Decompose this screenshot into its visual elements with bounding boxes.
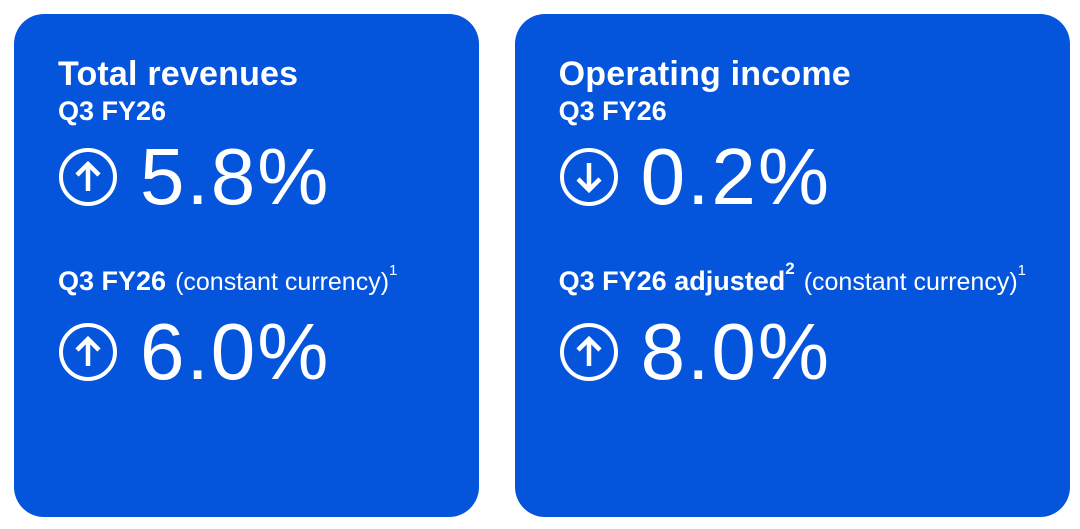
metric-total-revenues-constant-currency: Q3 FY26 (constant currency)1 6.0% xyxy=(58,215,435,396)
metric-value-row: 5.8% xyxy=(58,132,435,222)
metric-value-row: 8.0% xyxy=(559,306,1026,396)
metric-qualifier-text: (constant currency) xyxy=(803,268,1018,297)
metric-value: 6.0% xyxy=(140,306,331,396)
metric-value: 8.0% xyxy=(640,306,831,396)
card-title: Total revenues xyxy=(58,55,299,93)
arrow-up-circle-icon xyxy=(559,322,618,381)
card-title: Operating income xyxy=(558,55,851,93)
metric-value-row: 6.0% xyxy=(58,306,435,396)
metric-period-text: Q3 FY26 xyxy=(58,266,167,297)
metric-value-row: 0.2% xyxy=(559,132,1026,222)
metric-value: 0.2% xyxy=(640,132,831,222)
card-total-revenues: Total revenues Q3 FY26 5.8% Q3 FY26 (cons… xyxy=(14,14,479,517)
arrow-up-circle-icon xyxy=(59,322,117,381)
arrow-up-circle-icon xyxy=(59,148,117,207)
metric-total-revenues-reported: Q3 FY26 5.8% xyxy=(58,95,435,222)
metric-period-label: Q3 FY26 (constant currency)1 xyxy=(58,261,435,297)
metric-period-label: Q3 FY26 adjusted2 (constant currency)1 xyxy=(558,260,1026,297)
metric-value: 5.8% xyxy=(140,132,331,222)
arrow-down-circle-icon xyxy=(559,148,618,207)
footnote-superscript: 1 xyxy=(1017,261,1026,279)
card-operating-income: Operating income Q3 FY26 0.2% Q3 FY26 ad… xyxy=(514,14,1070,517)
metric-operating-income-adjusted-constant-currency: Q3 FY26 adjusted2 (constant currency)1 8.… xyxy=(558,215,1026,396)
footnote-superscript: 2 xyxy=(785,258,795,278)
metric-operating-income-reported: Q3 FY26 0.2% xyxy=(559,95,1026,222)
metric-period-text: Q3 FY26 xyxy=(58,95,167,126)
metric-period-label: Q3 FY26 xyxy=(58,95,435,127)
metric-period-text: Q3 FY26 xyxy=(558,95,667,126)
metric-qualifier-text: (constant currency) xyxy=(175,268,390,297)
metric-period-label: Q3 FY26 xyxy=(559,95,1026,127)
footnote-superscript: 1 xyxy=(389,261,398,279)
metric-period-text: Q3 FY26 adjusted xyxy=(558,266,786,297)
